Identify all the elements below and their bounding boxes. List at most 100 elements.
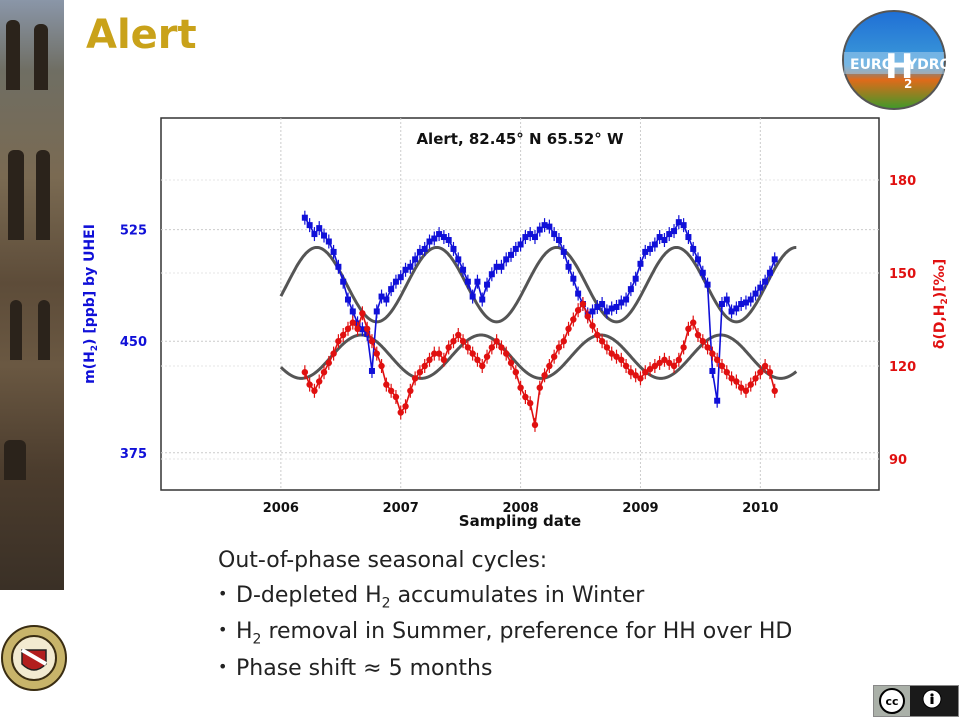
data-point-circle — [685, 325, 692, 332]
data-point-circle — [503, 350, 510, 357]
data-point-square — [728, 308, 735, 315]
data-point-square — [565, 263, 572, 270]
data-point-circle — [733, 378, 740, 385]
data-point-circle — [541, 372, 548, 379]
data-point-circle — [445, 344, 452, 351]
data-point-square — [762, 278, 769, 285]
data-point-circle — [637, 375, 644, 382]
data-point-circle — [737, 384, 745, 391]
data-point-square — [373, 308, 380, 315]
data-point-circle — [680, 344, 687, 351]
bullet-item-2: • H2 removal in Summer, preference for HH… — [218, 619, 793, 648]
data-point-circle — [459, 338, 467, 345]
data-point-circle — [301, 369, 309, 376]
logo-subscript: 2 — [904, 77, 912, 91]
data-point-square — [733, 305, 740, 312]
data-point-circle — [632, 372, 639, 379]
data-point-square — [383, 296, 390, 303]
data-point-square — [718, 301, 725, 307]
data-point-circle — [455, 331, 462, 339]
data-point-square — [488, 271, 495, 278]
data-point-circle — [320, 369, 328, 376]
data-point-square — [440, 234, 447, 241]
data-point-square — [742, 299, 749, 306]
bullet-dot-icon: • — [218, 620, 228, 640]
y-right-tick-label: 180 — [889, 174, 916, 189]
data-point-circle — [531, 421, 539, 429]
data-point-square — [541, 222, 548, 229]
data-point-square — [325, 238, 332, 245]
data-point-circle — [766, 369, 774, 376]
data-point-circle — [488, 344, 496, 351]
chart-area: 2006 2007 2008 2009 2010 375 450 525 90 120 150 180… — [70, 110, 960, 535]
data-point-square — [359, 326, 366, 333]
data-point-circle — [363, 325, 371, 332]
y-right-tick-label: 120 — [889, 360, 916, 375]
data-marks — [301, 210, 778, 432]
x-tick-label: 2007 — [383, 501, 419, 516]
data-point-circle — [335, 338, 342, 345]
data-point-circle — [431, 350, 438, 357]
data-point-square — [306, 222, 313, 229]
data-point-square — [316, 225, 323, 232]
data-point-square — [536, 226, 543, 233]
y-right-tick-label: 150 — [889, 267, 916, 282]
data-point-square — [503, 256, 510, 263]
data-point-circle — [752, 375, 759, 382]
data-point-square — [392, 278, 399, 285]
data-point-square — [378, 293, 385, 300]
plot-frame — [160, 117, 880, 491]
data-point-square — [464, 278, 471, 285]
svg-text:cc: cc — [885, 695, 898, 708]
data-point-circle — [421, 362, 428, 370]
data-point-square — [671, 228, 678, 235]
data-point-circle — [713, 356, 721, 363]
data-point-circle — [306, 381, 313, 388]
data-point-circle — [450, 338, 457, 345]
data-point-square — [647, 245, 654, 252]
data-point-square — [651, 241, 658, 248]
data-point-square — [690, 245, 697, 252]
data-point-square — [685, 234, 692, 241]
data-point-circle — [656, 359, 663, 367]
creative-commons-by-icon[interactable]: cc — [873, 685, 959, 717]
data-point-square — [311, 231, 318, 238]
logo-word-big: H — [885, 47, 913, 87]
data-point-square — [493, 263, 500, 270]
data-point-circle — [392, 393, 400, 401]
data-point-circle — [344, 325, 352, 332]
data-point-square — [632, 275, 639, 282]
data-point-circle — [435, 350, 443, 357]
data-point-circle — [646, 365, 654, 373]
data-point-circle — [359, 310, 366, 317]
bullet-item-3: • Phase shift ≈ 5 months — [218, 655, 493, 681]
data-point-square — [575, 290, 582, 297]
data-point-square — [416, 248, 423, 255]
y-axis-right-label: δ(D,H2)[‰] — [932, 259, 950, 349]
data-point-square — [642, 248, 649, 255]
data-point-square — [560, 248, 567, 255]
data-point-circle — [574, 307, 582, 314]
data-point-circle — [598, 338, 606, 345]
data-point-circle — [498, 344, 505, 351]
data-point-square — [555, 237, 562, 244]
data-point-square — [517, 241, 524, 248]
data-point-square — [531, 234, 538, 241]
data-point-circle — [694, 331, 702, 339]
data-point-square — [508, 251, 515, 258]
data-point-circle — [402, 403, 409, 410]
data-point-circle — [550, 353, 558, 360]
data-point-circle — [411, 375, 419, 382]
grid-lines — [161, 118, 879, 490]
data-point-square — [349, 308, 356, 315]
y-left-tick-label: 375 — [120, 447, 147, 462]
data-point-square — [484, 281, 491, 288]
bullet-item-1: • D-depleted H2 accumulates in Winter — [218, 583, 645, 612]
data-point-circle — [594, 331, 601, 339]
eurohydros-logo: EURO H YDROS 2 — [840, 8, 960, 112]
x-tick-label: 2009 — [622, 501, 658, 516]
data-point-circle — [584, 313, 591, 320]
data-point-circle — [666, 359, 673, 367]
slide-title: Alert — [86, 12, 197, 58]
data-point-circle — [474, 356, 481, 363]
